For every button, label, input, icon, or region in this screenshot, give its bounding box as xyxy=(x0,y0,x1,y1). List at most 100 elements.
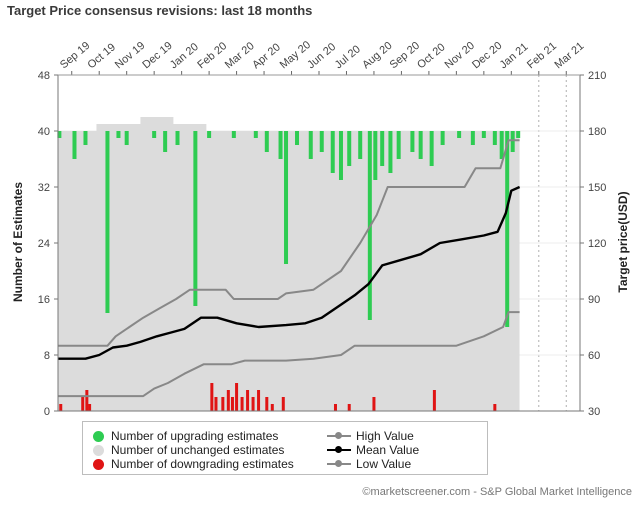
upgrading-bar xyxy=(83,131,88,145)
y-tick-label: 8 xyxy=(44,350,50,362)
x-tick-label: Mar 21 xyxy=(552,40,586,71)
upgrading-bar xyxy=(505,131,510,327)
y-tick-label: 40 xyxy=(38,126,50,138)
gray-circle-icon xyxy=(93,444,104,456)
downgrading-bar xyxy=(246,390,250,411)
x-tick-label: Sep 19 xyxy=(58,40,92,72)
y-tick-label: 32 xyxy=(38,182,50,194)
upgrading-bar xyxy=(163,131,168,152)
legend-item-low[interactable]: Low Value xyxy=(327,457,411,471)
downgrading-bar xyxy=(347,404,351,411)
upgrading-bar xyxy=(278,131,283,159)
downgrading-bar xyxy=(221,397,225,411)
x-tick-label: Feb 20 xyxy=(195,40,229,71)
y2-axis-title: Target price(USD) xyxy=(616,191,630,292)
y-tick-label: 24 xyxy=(38,238,50,250)
legend-label: High Value xyxy=(356,429,414,443)
y-tick-label: 16 xyxy=(38,294,50,306)
upgrading-bar xyxy=(253,131,258,138)
downgrading-bar xyxy=(240,397,244,411)
upgrading-bar xyxy=(429,131,434,166)
y2-tick-label: 180 xyxy=(588,126,606,138)
downgrading-bar xyxy=(59,404,63,411)
downgrading-estimates-bars xyxy=(59,383,497,411)
upgrading-bar xyxy=(358,131,363,159)
upgrading-bar xyxy=(264,131,269,152)
y-axis-title: Number of Estimates xyxy=(11,182,25,302)
upgrading-bar xyxy=(330,131,335,173)
downgrading-bar xyxy=(235,383,239,411)
high-line-icon xyxy=(327,431,351,441)
x-tick-label: Oct 20 xyxy=(415,41,448,71)
upgrading-bar xyxy=(347,131,352,166)
upgrading-bar xyxy=(373,131,378,180)
legend-label: Low Value xyxy=(356,457,412,471)
upgrading-bar xyxy=(152,131,157,138)
x-tick-label: Jan 21 xyxy=(498,41,531,71)
x-tick-label: Oct 19 xyxy=(85,41,118,71)
price-lines xyxy=(58,139,521,398)
legend-item-downgrading[interactable]: Number of downgrading estimates xyxy=(93,457,294,471)
upgrading-bar xyxy=(492,131,497,145)
legend-item-unchanged[interactable]: Number of unchanged estimates xyxy=(93,443,284,457)
downgrading-bar xyxy=(230,397,234,411)
high-value-line xyxy=(58,139,520,347)
x-tick-label: Nov 20 xyxy=(443,40,477,72)
upgrading-bar xyxy=(510,131,515,152)
downgrading-bar xyxy=(281,397,285,411)
legend-item-upgrading[interactable]: Number of upgrading estimates xyxy=(93,429,278,443)
upgrading-bar xyxy=(440,131,445,145)
x-tick-label: Sep 20 xyxy=(388,40,422,72)
x-tick-label: Mar 20 xyxy=(223,40,257,71)
red-circle-icon xyxy=(93,458,104,470)
upgrading-bar xyxy=(380,131,385,166)
mean-line-icon xyxy=(327,445,351,455)
legend-item-mean[interactable]: Mean Value xyxy=(327,443,419,457)
low-value-line xyxy=(58,311,520,398)
downgrading-bar xyxy=(251,397,255,411)
upgrading-bar xyxy=(175,131,180,145)
upgrading-bar xyxy=(516,131,521,138)
upgrading-bar xyxy=(231,131,236,138)
unchanged-estimates-area xyxy=(58,117,520,411)
downgrading-bar xyxy=(226,390,230,411)
upgrading-bar xyxy=(319,131,324,152)
axes xyxy=(54,71,584,412)
legend-item-high[interactable]: High Value xyxy=(327,429,414,443)
upgrading-bar xyxy=(124,131,129,145)
legend-label: Mean Value xyxy=(356,443,420,457)
legend-label: Number of upgrading estimates xyxy=(111,429,279,443)
x-tick-label: Dec 20 xyxy=(470,40,504,72)
upgrading-bar xyxy=(396,131,401,159)
downgrading-bar xyxy=(210,383,214,411)
upgrading-bar xyxy=(295,131,300,145)
y2-tick-label: 210 xyxy=(588,70,606,82)
y2-tick-label: 120 xyxy=(588,238,606,250)
x-tick-label: Feb 21 xyxy=(525,40,559,71)
upgrading-bar xyxy=(116,131,121,138)
x-tick-label: Jul 20 xyxy=(333,43,363,71)
source-credit: ©marketscreener.com - S&P Global Market … xyxy=(362,486,632,498)
upgrading-bar xyxy=(105,131,110,313)
y-tick-label: 0 xyxy=(44,406,50,418)
downgrading-bar xyxy=(88,404,92,411)
x-tick-label: Aug 20 xyxy=(360,40,394,72)
y2-tick-label: 30 xyxy=(588,406,600,418)
legend: Number of upgrading estimates Number of … xyxy=(82,421,488,475)
chart-title: Target Price consensus revisions: last 1… xyxy=(7,3,313,18)
green-circle-icon xyxy=(93,430,104,442)
upgrading-bar xyxy=(388,131,393,173)
upgrading-bar xyxy=(418,131,423,159)
y2-tick-label: 90 xyxy=(588,294,600,306)
upgrading-bar xyxy=(57,131,62,138)
downgrading-bar xyxy=(81,397,85,411)
upgrading-estimates-bars xyxy=(57,131,521,327)
downgrading-bar xyxy=(85,390,89,411)
downgrading-bar xyxy=(257,390,261,411)
downgrading-bar xyxy=(270,404,274,411)
downgrading-bar xyxy=(214,397,218,411)
downgrading-bar xyxy=(333,404,337,411)
legend-label: Number of downgrading estimates xyxy=(111,457,294,471)
upgrading-bar xyxy=(193,131,198,306)
